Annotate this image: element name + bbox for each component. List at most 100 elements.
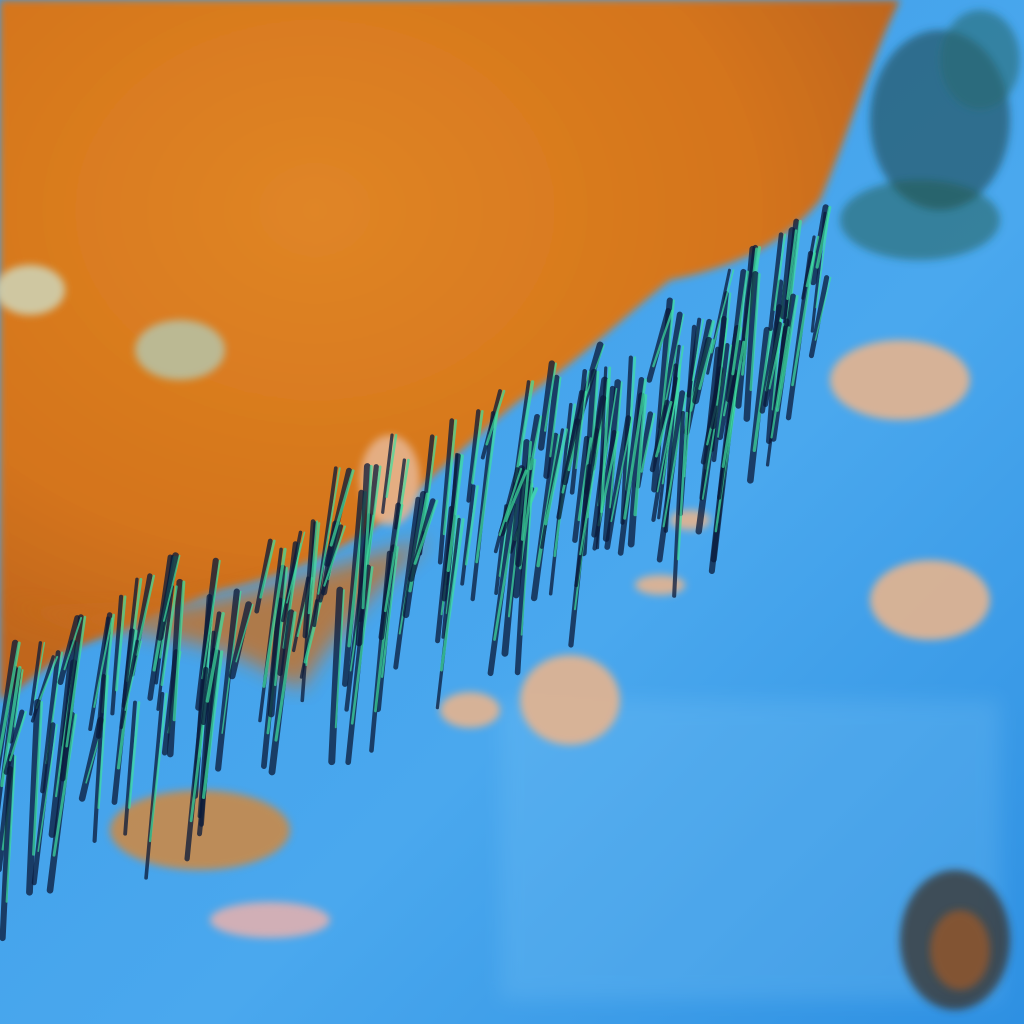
green-streak: [549, 376, 562, 458]
dark-streak: [201, 611, 222, 726]
dark-streak: [470, 411, 496, 602]
green-streak: [775, 294, 799, 412]
dark-streak: [808, 275, 830, 359]
green-streak: [446, 454, 464, 572]
green-streak: [37, 723, 58, 852]
dark-streak: [706, 268, 731, 375]
green-streak: [471, 409, 484, 485]
dark-streak: [441, 453, 461, 602]
dark-streak: [123, 700, 137, 836]
dark-streak: [711, 343, 730, 463]
green-streak: [286, 531, 306, 604]
dark-streak: [537, 360, 556, 451]
green-streak: [664, 313, 685, 406]
green-streak: [323, 525, 347, 587]
green-streak: [201, 650, 224, 800]
green-streak: [63, 616, 83, 671]
green-streak: [65, 615, 87, 748]
dark-streak: [574, 428, 599, 588]
green-streak: [32, 700, 44, 856]
green-streak: [786, 229, 798, 301]
dark-streak: [355, 463, 371, 647]
cloud-deck: [0, 0, 900, 700]
green-streak: [413, 499, 439, 565]
green-streak: [385, 433, 398, 499]
dark-streak: [156, 552, 179, 641]
green-streak: [442, 419, 458, 536]
green-streak: [529, 415, 543, 471]
green-streak: [475, 411, 499, 564]
dark-streak: [59, 614, 84, 782]
green-streak: [201, 559, 221, 680]
green-streak: [235, 603, 254, 663]
green-streak: [520, 440, 533, 541]
dark-streak: [267, 564, 287, 718]
dark-streak: [656, 390, 686, 563]
green-streak: [805, 235, 820, 288]
dark-streak: [215, 588, 240, 772]
green-streak: [544, 362, 557, 432]
green-streak: [773, 233, 787, 311]
green-streak: [329, 469, 355, 547]
dark-streak: [649, 399, 670, 473]
dark-streak: [378, 502, 401, 641]
dark-streak: [763, 321, 782, 407]
green-streak: [361, 465, 373, 610]
dark-streak: [40, 650, 61, 794]
green-streak: [731, 270, 749, 376]
pale-cloud-patches: [0, 265, 990, 938]
dark-streak: [144, 692, 165, 880]
dark-streak: [402, 491, 427, 619]
green-streak: [814, 276, 832, 341]
dark-streak: [393, 496, 421, 670]
green-streak: [717, 344, 733, 438]
green-streak: [35, 655, 59, 710]
dark-streak: [92, 673, 106, 843]
dark-streak: [595, 366, 608, 550]
dark-streak: [604, 415, 632, 550]
green-streak: [652, 309, 674, 368]
dark-streak: [29, 641, 43, 716]
green-streak: [317, 467, 341, 595]
broken-clouds-bottom-right: [900, 870, 1010, 1010]
green-streak: [691, 318, 705, 382]
dark-streak: [119, 639, 139, 730]
dark-streak: [0, 666, 18, 812]
green-streak: [768, 322, 785, 390]
dark-streak: [57, 615, 80, 686]
dark-streak: [779, 227, 796, 320]
dark-streak: [809, 204, 829, 286]
dark-streak: [480, 389, 502, 460]
dark-streak: [735, 245, 756, 409]
green-streak: [633, 393, 648, 517]
dark-streak: [166, 578, 184, 758]
green-streak: [770, 326, 790, 439]
green-streak: [520, 482, 534, 636]
green-streak: [623, 378, 647, 520]
green-streak: [148, 692, 168, 843]
dark-streak: [493, 467, 519, 554]
green-streak: [262, 547, 287, 688]
green-streak: [815, 205, 832, 269]
dark-streak: [3, 709, 25, 775]
dark-streak: [561, 418, 581, 486]
dark-streak: [543, 374, 560, 479]
green-streak: [716, 317, 729, 406]
green-streak: [380, 546, 399, 678]
dark-streak: [26, 698, 42, 896]
green-streak: [791, 252, 816, 387]
green-streak: [577, 437, 593, 522]
dark-streak: [228, 601, 252, 680]
dark-streak: [195, 557, 219, 711]
dark-streak: [572, 435, 590, 543]
dark-streak: [318, 524, 344, 603]
green-streak: [127, 701, 141, 809]
green-streak: [350, 566, 374, 725]
green-streak: [124, 640, 142, 711]
green-streak: [205, 611, 225, 703]
green-streak: [600, 366, 612, 514]
green-streak: [221, 590, 242, 734]
green-streak: [52, 713, 78, 857]
dark-streak: [328, 586, 344, 766]
dark-streak: [312, 466, 338, 628]
